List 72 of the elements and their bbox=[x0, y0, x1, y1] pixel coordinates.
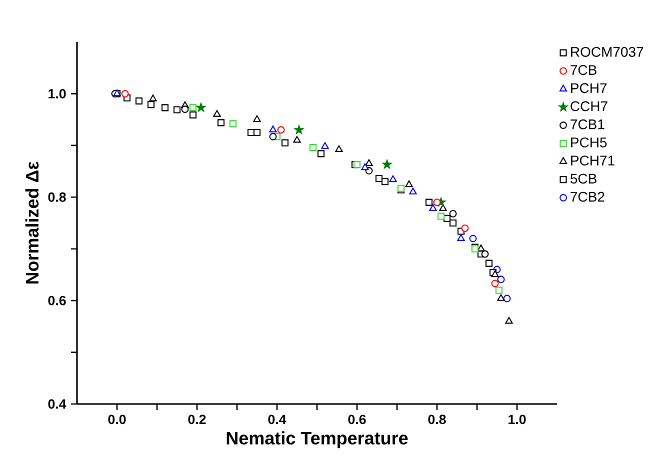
point bbox=[217, 119, 225, 126]
point bbox=[485, 260, 493, 267]
legend-label: PCH71 bbox=[571, 156, 614, 166]
point bbox=[269, 132, 277, 140]
point bbox=[281, 139, 289, 146]
point bbox=[382, 160, 392, 168]
point bbox=[389, 175, 397, 182]
point bbox=[277, 126, 285, 134]
y-tick-label: 0.4 bbox=[48, 399, 66, 409]
point bbox=[189, 111, 197, 118]
point bbox=[293, 136, 301, 143]
point bbox=[229, 120, 237, 128]
x-tick-label: 0.2 bbox=[188, 414, 206, 424]
point bbox=[433, 198, 441, 206]
y-tick-label: 0.6 bbox=[48, 296, 66, 306]
legend-label: PCH7 bbox=[571, 83, 607, 94]
point bbox=[317, 150, 325, 158]
point bbox=[449, 219, 457, 227]
point bbox=[253, 128, 261, 136]
point bbox=[269, 126, 277, 132]
point bbox=[429, 204, 437, 211]
point bbox=[381, 178, 389, 186]
y-axis-title: Normalized Δε bbox=[25, 162, 39, 284]
legend-label: 7CB1 bbox=[570, 119, 604, 130]
point bbox=[147, 101, 155, 108]
point bbox=[495, 286, 503, 294]
x-tick-label: 0.4 bbox=[268, 414, 286, 424]
legend-label: 5CB bbox=[570, 174, 596, 184]
point bbox=[213, 110, 221, 117]
legend-label: 7CB bbox=[570, 65, 596, 75]
point bbox=[335, 145, 343, 152]
point bbox=[253, 115, 261, 122]
point bbox=[121, 90, 129, 98]
y-tick-label: 0.8 bbox=[48, 192, 66, 202]
x-tick-label: 1.0 bbox=[508, 414, 526, 424]
point bbox=[469, 234, 477, 242]
point bbox=[503, 294, 511, 302]
point bbox=[149, 94, 157, 102]
point bbox=[375, 174, 383, 182]
point bbox=[173, 106, 181, 114]
x-tick-label: 0.0 bbox=[108, 414, 126, 424]
legend-label: ROCM7037 bbox=[571, 46, 644, 57]
x-tick-label: 0.6 bbox=[348, 414, 366, 424]
point bbox=[497, 276, 505, 284]
y-tick-label: 1.0 bbox=[48, 89, 66, 98]
point bbox=[135, 97, 143, 104]
point bbox=[449, 210, 457, 218]
legend-label: 7CB2 bbox=[570, 192, 604, 202]
point bbox=[161, 104, 169, 112]
legend-label: CCH7 bbox=[570, 101, 608, 112]
legend-label: PCH5 bbox=[571, 137, 607, 148]
point bbox=[321, 142, 329, 149]
point bbox=[457, 234, 465, 241]
x-axis-title: Nematic Temperature bbox=[226, 431, 408, 448]
point bbox=[497, 294, 505, 301]
point bbox=[365, 159, 373, 166]
point bbox=[425, 198, 433, 206]
point bbox=[439, 204, 447, 211]
point bbox=[309, 144, 317, 152]
point bbox=[189, 104, 197, 112]
point bbox=[437, 212, 445, 220]
x-tick-label: 0.8 bbox=[428, 414, 446, 424]
point bbox=[196, 102, 206, 112]
point bbox=[409, 188, 417, 194]
point bbox=[461, 224, 469, 232]
point bbox=[405, 180, 413, 188]
point bbox=[505, 316, 513, 324]
point bbox=[491, 280, 499, 288]
point bbox=[481, 250, 489, 258]
point bbox=[361, 163, 369, 170]
point bbox=[294, 125, 304, 134]
point bbox=[181, 105, 189, 113]
